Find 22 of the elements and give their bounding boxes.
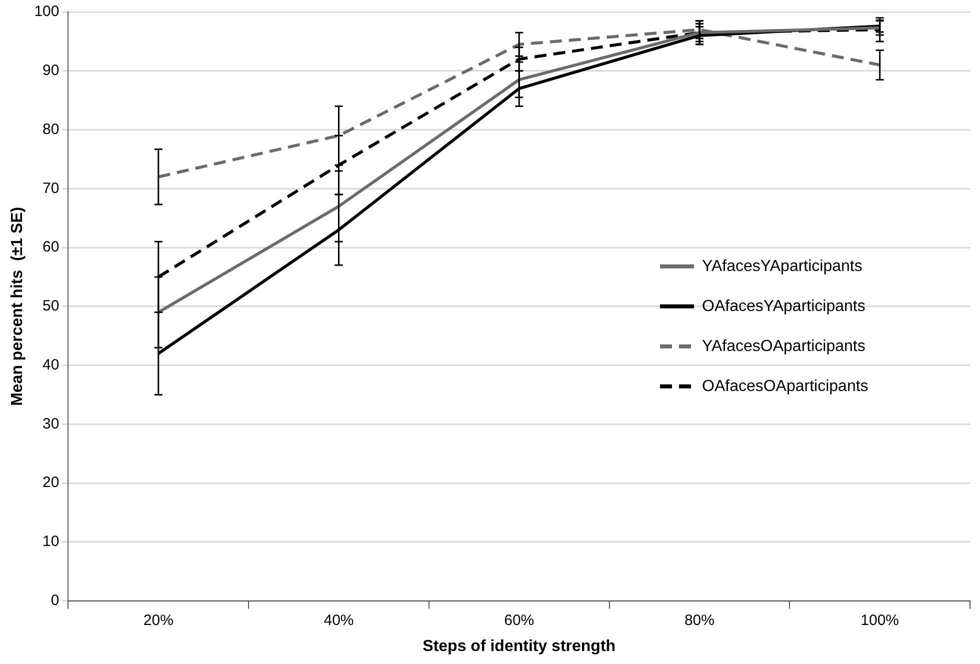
x-tick-label: 80%: [684, 612, 714, 629]
y-tick-label: 30: [42, 415, 60, 432]
legend-label: OAfacesYAparticipants: [702, 298, 866, 315]
y-tick-label: 20: [42, 474, 60, 492]
y-tick-label: 10: [42, 533, 60, 550]
x-axis-title: Steps of identity strength: [422, 638, 616, 655]
legend-label: YAfacesOAparticipants: [702, 338, 866, 355]
x-tick-label: 20%: [143, 612, 174, 629]
y-tick-label: 60: [42, 238, 60, 256]
legend-label: OAfacesOAparticipants: [702, 378, 868, 395]
y-tick-label: 50: [42, 298, 60, 315]
y-tick-label: 0: [50, 592, 60, 609]
x-tick-label: 100%: [860, 612, 900, 629]
x-tick-label: 60%: [504, 612, 534, 629]
legend-label: YAfacesYAparticipants: [702, 258, 862, 275]
y-tick-label: 40: [42, 356, 60, 374]
y-axis-title: Mean percent hits (±1 SE): [9, 206, 26, 406]
y-tick-label: 70: [42, 180, 60, 197]
x-tick-label: 40%: [324, 612, 354, 629]
y-tick-label: 90: [42, 62, 60, 80]
y-tick-label: 100: [34, 3, 60, 20]
y-tick-label: 80: [42, 120, 60, 138]
